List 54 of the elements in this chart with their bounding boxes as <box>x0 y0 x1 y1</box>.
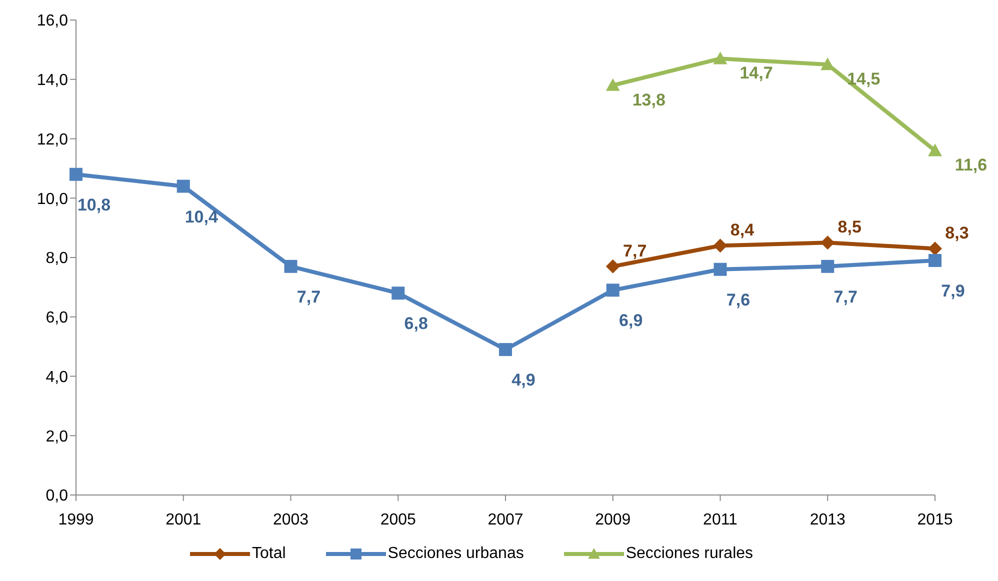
point <box>928 144 942 156</box>
point <box>176 180 190 193</box>
point <box>606 284 620 297</box>
data-label: 7,6 <box>726 290 750 310</box>
y-tick-label: 10,0 <box>36 190 68 208</box>
data-label: 11,6 <box>954 156 988 175</box>
y-tick-label: 4,0 <box>46 368 68 386</box>
x-tick-label: 2001 <box>166 511 202 528</box>
x-tick-label: 1999 <box>58 511 94 528</box>
point <box>713 52 728 64</box>
y-tick-label: 14,0 <box>36 72 68 90</box>
data-label: 8,3 <box>945 224 969 243</box>
x-tick-label: 2005 <box>380 511 416 528</box>
data-label: 10,8 <box>77 195 111 214</box>
x-tick-label: 2009 <box>595 511 631 528</box>
y-tick-label: 6,0 <box>46 310 68 327</box>
data-label: 8,4 <box>730 220 755 240</box>
x-tick-label: 2011 <box>703 511 738 528</box>
point <box>714 262 727 276</box>
data-label: 7,7 <box>296 287 321 306</box>
data-label: 7,7 <box>834 287 858 306</box>
point <box>820 236 835 250</box>
point <box>606 78 620 91</box>
x-tick-label: 2007 <box>488 511 524 528</box>
point <box>284 260 298 273</box>
point <box>928 254 942 267</box>
data-label: 8,5 <box>838 218 862 237</box>
y-tick-label: 0,0 <box>46 488 68 505</box>
data-label: 7,7 <box>623 241 647 260</box>
data-label: 7,9 <box>941 281 965 300</box>
point <box>392 286 405 300</box>
y-tick-label: 12,0 <box>36 131 68 148</box>
point <box>70 168 82 181</box>
data-label: 4,9 <box>512 370 536 390</box>
point <box>499 343 512 356</box>
point <box>821 260 834 273</box>
data-label: 6,9 <box>619 311 643 330</box>
y-tick-label: 8,0 <box>46 250 68 268</box>
x-tick-label: 2015 <box>917 511 953 528</box>
x-tick-label: 2013 <box>810 511 846 528</box>
point <box>928 242 942 256</box>
point <box>713 238 728 253</box>
legend-label: Secciones urbanas <box>388 545 524 563</box>
data-label: 6,8 <box>404 314 428 334</box>
data-label: 10,4 <box>184 207 218 226</box>
data-label: 14,7 <box>740 64 773 83</box>
y-tick-label: 2,0 <box>46 428 68 446</box>
point <box>606 259 620 274</box>
x-tick-label: 2003 <box>272 511 309 528</box>
legend-label: Secciones rurales <box>626 545 754 563</box>
legend-label: Total <box>252 545 286 563</box>
y-tick-label: 16,0 <box>36 12 68 30</box>
data-label: 13,8 <box>632 90 666 110</box>
data-label: 14,5 <box>847 70 880 89</box>
